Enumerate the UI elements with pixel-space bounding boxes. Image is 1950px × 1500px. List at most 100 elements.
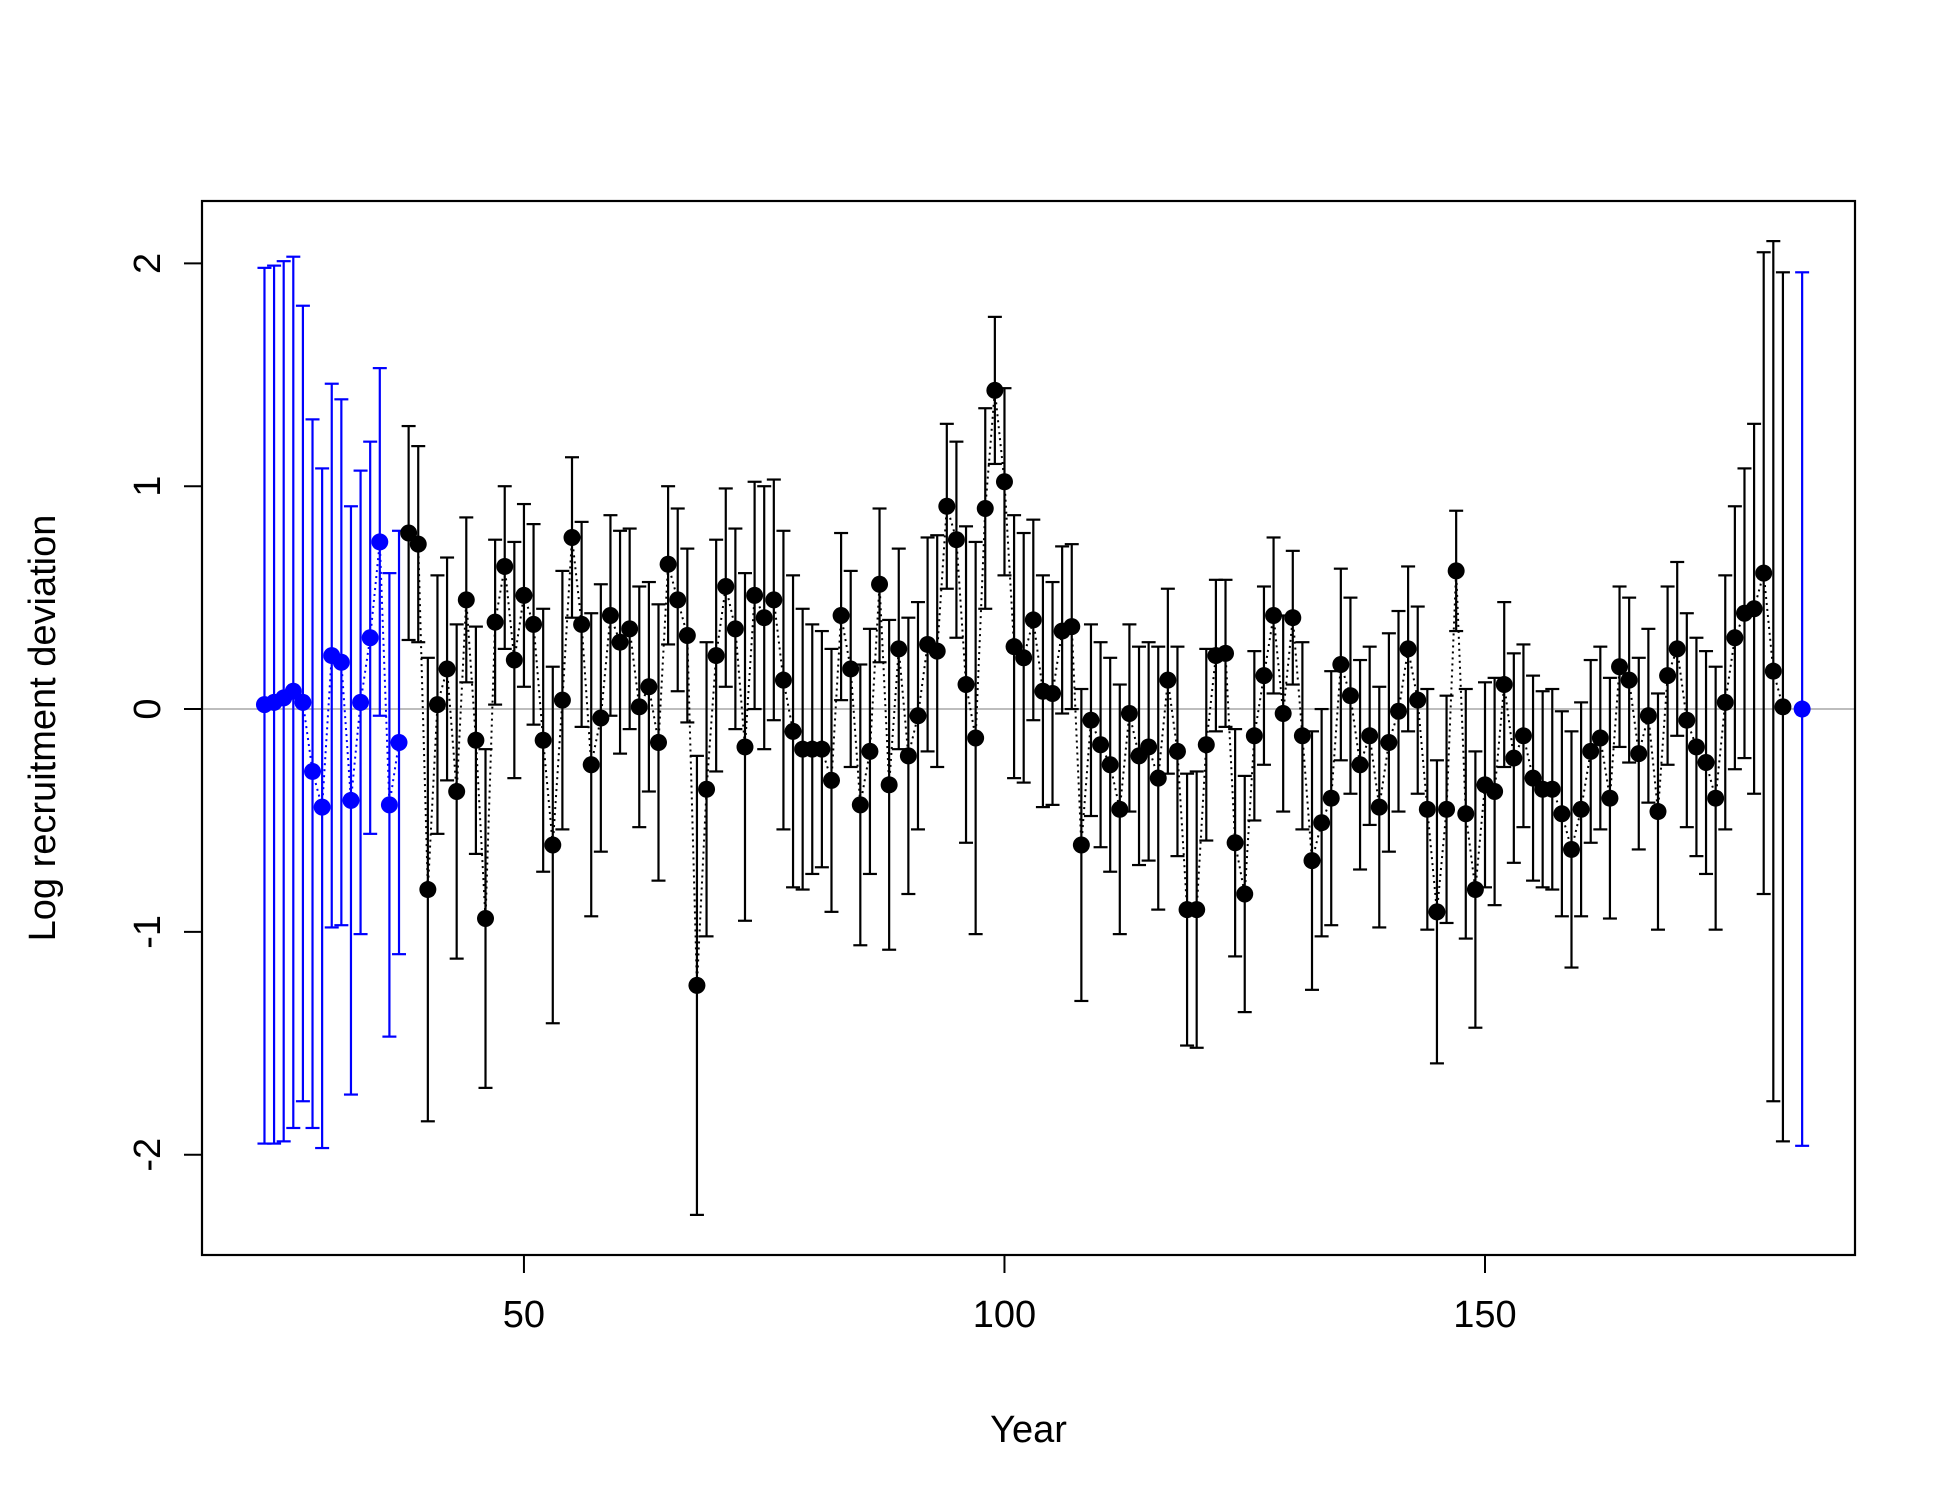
data-point [1390,702,1408,720]
data-point [332,653,350,671]
data-point [544,836,562,854]
data-point [601,606,619,624]
plot-frame [200,199,1857,1257]
data-point [1707,789,1725,807]
data-point [640,678,658,696]
data-point [1428,903,1446,921]
data-point [1120,705,1138,723]
data-point [986,381,1004,399]
connector-segment [1330,664,1342,799]
data-point [1361,727,1379,745]
data-point [1562,840,1580,858]
connector-segment [455,599,468,792]
data-point [1092,736,1110,754]
connector-segment [1051,630,1064,694]
data-point [947,531,965,549]
data-point [1486,783,1504,801]
data-point [717,578,735,596]
data-point [1543,780,1561,798]
connector-segment [782,679,795,732]
data-point [515,586,533,604]
connector-segment [474,740,487,919]
data-point [486,613,504,631]
data-point [678,627,696,645]
connector-segment [571,537,583,625]
connector-segment [1349,695,1362,765]
data-point [928,642,946,660]
data-point [400,524,418,542]
connector-segment [628,628,641,707]
data-point [361,629,379,647]
data-point [1197,736,1215,754]
connector-segment [1464,813,1477,890]
data-point [1351,756,1369,774]
data-point [409,535,427,553]
data-point [1591,729,1609,747]
x-tick-label: 100 [973,1294,1036,1336]
data-point [1755,564,1773,582]
connector-segment [1551,788,1563,815]
connector-segment [868,584,881,752]
data-point [438,660,456,678]
data-point [899,747,917,765]
data-point [1611,658,1629,676]
connector-segment [1628,679,1640,754]
connector-segment [1435,809,1448,912]
connector-segment [359,637,372,703]
connector-segment [916,644,929,716]
data-point [1226,834,1244,852]
connector-segment [1714,702,1727,799]
connector-segment [1090,719,1102,746]
data-point [294,693,312,711]
connector-segment [830,615,843,781]
data-point [861,742,879,760]
connector-segment [1166,679,1179,752]
connector-segment [657,564,670,743]
connector-segment [1195,744,1208,910]
data-point [669,591,687,609]
y-tick-label: -1 [127,915,169,949]
data-point [1168,742,1186,760]
connector-segment [1656,675,1669,812]
data-point [313,798,331,816]
connector-segment [417,544,429,890]
connector-segment [1282,617,1294,714]
data-point [1063,618,1081,636]
data-point [496,557,514,575]
connector-segment [1608,666,1621,799]
data-point [1332,655,1350,673]
connector-segment [1762,573,1775,672]
connector-segment [1118,713,1131,810]
connector-segment [772,599,785,681]
connector-segment [1262,615,1275,676]
connector-segment [849,668,862,805]
data-point [1447,562,1465,580]
data-point [592,709,610,727]
data-point [525,615,543,633]
data-point [352,693,370,711]
connector-segment [1320,797,1333,824]
connector-segment [484,622,497,919]
data-point [967,729,985,747]
data-point [1255,667,1273,685]
data-point [342,791,360,809]
data-point [1659,667,1677,685]
y-tick-label: -2 [127,1138,169,1172]
data-point [1380,733,1398,751]
x-tick-label: 150 [1453,1294,1516,1336]
data-point [1303,852,1321,870]
data-point [1293,727,1311,745]
connector-segment [1234,842,1246,895]
data-point [1101,756,1119,774]
data-point [1726,629,1744,647]
data-point [698,780,716,798]
connector-segment [599,615,612,719]
data-point [688,976,706,994]
y-axis-label: Log recruitment deviation [22,515,64,942]
data-point [784,722,802,740]
connector-segment [1253,675,1265,736]
data-point [813,740,831,758]
data-point [304,762,322,780]
connector-segment [1445,570,1458,810]
